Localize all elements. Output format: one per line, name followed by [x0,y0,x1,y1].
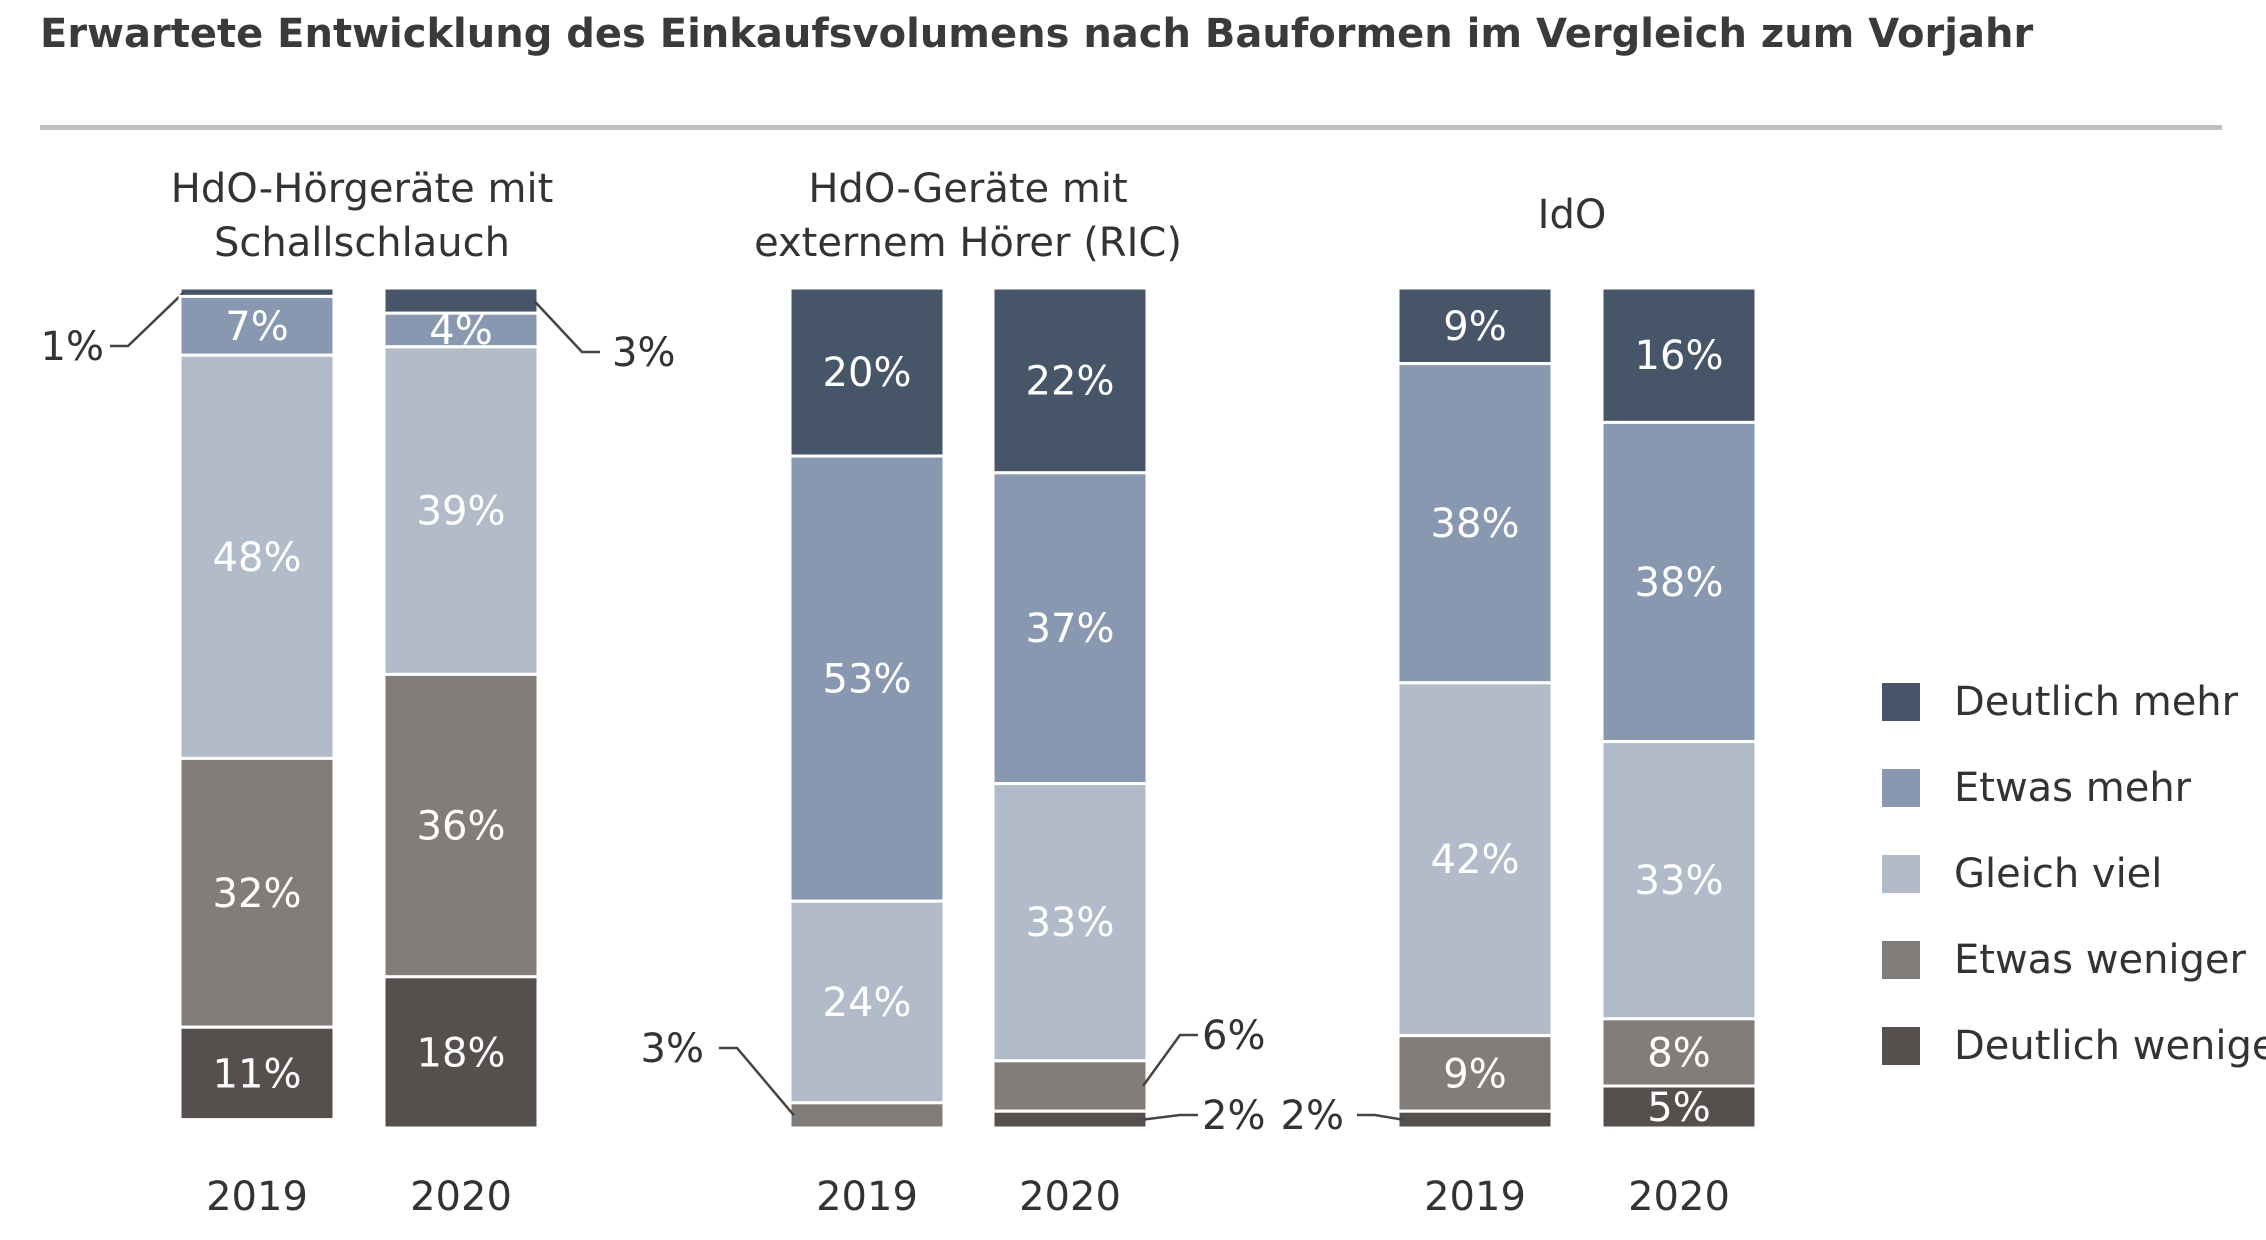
bar-segment-deutlich-weniger [1600,1084,1758,1130]
bar-segment-gleich-viel [1396,681,1554,1038]
bar-segment-deutlich-weniger [178,1025,336,1122]
data-label: 36% [417,804,506,850]
data-label: 7% [225,304,288,350]
bar-segment-etwas-weniger [991,1059,1149,1113]
data-label: 9% [1443,304,1506,350]
data-label: 3% [641,1026,704,1072]
leader-line [1141,1033,1198,1087]
data-label: 39% [417,489,506,535]
data-label: 11% [213,1051,302,1097]
bar-segment-etwas-weniger [382,672,540,979]
data-label: 37% [1026,606,1115,652]
data-label: 16% [1635,333,1724,379]
bar-segment-deutlich-mehr [788,286,946,458]
x-tick-label: 2019 [816,1174,918,1220]
bar-segment-gleich-viel [788,899,946,1105]
bar-segment-deutlich-mehr [1600,286,1758,424]
x-tick-label: 2020 [410,1174,512,1220]
legend-label: Etwas weniger [1954,937,2247,983]
bar-segment-deutlich-weniger [1396,1109,1554,1130]
data-label: 5% [1647,1085,1710,1131]
bar-segment-deutlich-weniger [991,1109,1149,1130]
data-label: 24% [823,980,912,1026]
panel-title-3: IdO [1538,192,1607,238]
leader-line [1142,1113,1198,1121]
bar-segment-gleich-viel [382,345,540,676]
legend-swatch-etwas-weniger [1882,941,1920,979]
data-label: 20% [823,350,912,396]
x-tick-label: 2020 [1019,1174,1121,1220]
bar-segment-etwas-mehr [788,454,946,903]
data-label: 1% [41,324,104,370]
bar-segment-deutlich-mehr [1396,286,1554,366]
panel-title-1: Schallschlauch [214,220,510,266]
bar-segment-etwas-mehr [1600,420,1758,744]
data-label: 3% [612,330,675,376]
bar-segment-etwas-weniger [178,756,336,1029]
x-tick-label: 2020 [1628,1174,1730,1220]
legend-label: Etwas mehr [1954,765,2192,811]
bar-segment-etwas-mehr [382,311,540,349]
data-label: 2% [1281,1093,1344,1139]
data-label: 38% [1635,560,1724,606]
bar-segment-etwas-mehr [178,294,336,357]
chart-title: Erwartete Entwicklung des Einkaufsvolume… [40,11,2034,57]
data-label: 18% [417,1030,506,1076]
bar-segment-etwas-weniger [1396,1034,1554,1113]
legend-swatch-deutlich-weniger [1882,1027,1920,1065]
bar-segment-etwas-mehr [1396,362,1554,685]
title-divider [40,125,2222,130]
data-label: 42% [1431,837,1520,883]
x-tick-label: 2019 [1424,1174,1526,1220]
bar-segment-etwas-mehr [991,471,1149,786]
data-label: 2% [1202,1093,1265,1139]
data-label: 9% [1443,1051,1506,1097]
bar-segment-gleich-viel [991,782,1149,1063]
data-label: 48% [213,535,302,581]
leader-line [110,291,185,348]
legend-label: Gleich viel [1954,851,2162,897]
data-label: 22% [1026,358,1115,404]
data-label: 38% [1431,501,1520,547]
legend-swatch-etwas-mehr [1882,769,1920,807]
data-label: 6% [1202,1013,1265,1059]
legend-swatch-deutlich-mehr [1882,683,1920,721]
data-label: 33% [1635,858,1724,904]
leader-line [1357,1113,1403,1121]
bar-segment-deutlich-weniger [382,975,540,1130]
panel-title-2: HdO-Geräte mit [808,166,1127,212]
panel-title-2: externem Hörer (RIC) [754,220,1182,266]
data-label: 8% [1647,1030,1710,1076]
data-label: 33% [1026,900,1115,946]
legend-label: Deutlich mehr [1954,679,2239,725]
data-label: 53% [823,657,912,703]
leader-line [533,299,600,354]
bar-segment-etwas-weniger [1600,1017,1758,1088]
panel-title-1: HdO-Hörgeräte mit [171,166,554,212]
data-label: 32% [213,871,302,917]
leader-line [719,1046,795,1117]
legend-swatch-gleich-viel [1882,855,1920,893]
legend-label: Deutlich weniger [1954,1023,2266,1069]
x-tick-label: 2019 [206,1174,308,1220]
bar-segment-etwas-weniger [788,1101,946,1130]
